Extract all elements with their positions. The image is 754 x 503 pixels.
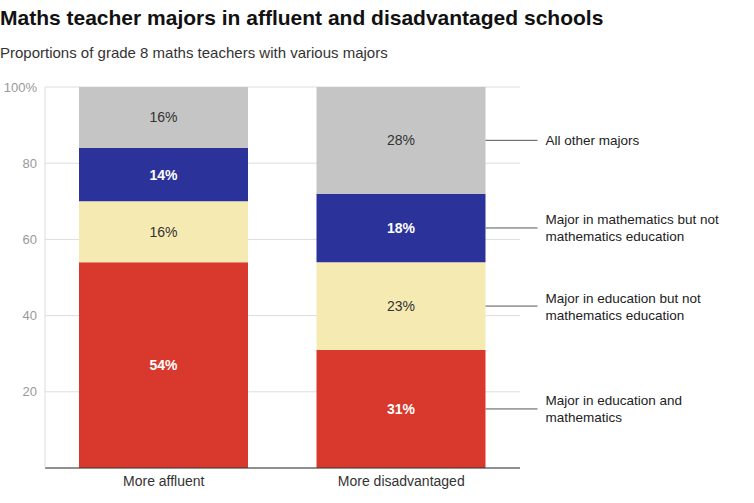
svg-text:80: 80 — [23, 156, 37, 171]
svg-text:40: 40 — [23, 308, 37, 323]
svg-text:16%: 16% — [149, 224, 177, 240]
svg-text:16%: 16% — [149, 109, 177, 125]
svg-text:18%: 18% — [387, 220, 416, 236]
svg-text:All other majors: All other majors — [546, 133, 640, 148]
html-text:Proportions of grade 8 maths t: Proportions of grade 8 maths teachers wi… — [0, 44, 388, 61]
svg-text:100%: 100% — [8, 80, 37, 95]
svg-text:60: 60 — [23, 232, 37, 247]
svg-text:Major in mathematics but notma: Major in mathematics but notmathematics … — [546, 212, 720, 244]
svg-text:23%: 23% — [387, 298, 415, 314]
svg-text:28%: 28% — [387, 132, 415, 148]
svg-text:Major in education andmathemat: Major in education andmathematics — [546, 393, 683, 425]
svg-text:31%: 31% — [387, 401, 416, 417]
svg-text:20: 20 — [23, 384, 37, 399]
svg-text:Major in education but notmath: Major in education but notmathematics ed… — [546, 290, 702, 322]
svg-text:More affluent: More affluent — [123, 473, 205, 489]
svg-text:54%: 54% — [149, 357, 178, 373]
svg-text:More disadvantaged: More disadvantaged — [338, 473, 465, 489]
html-text:Maths teacher majors in afflue: Maths teacher majors in affluent and dis… — [0, 6, 604, 29]
svg-text:14%: 14% — [149, 167, 178, 183]
